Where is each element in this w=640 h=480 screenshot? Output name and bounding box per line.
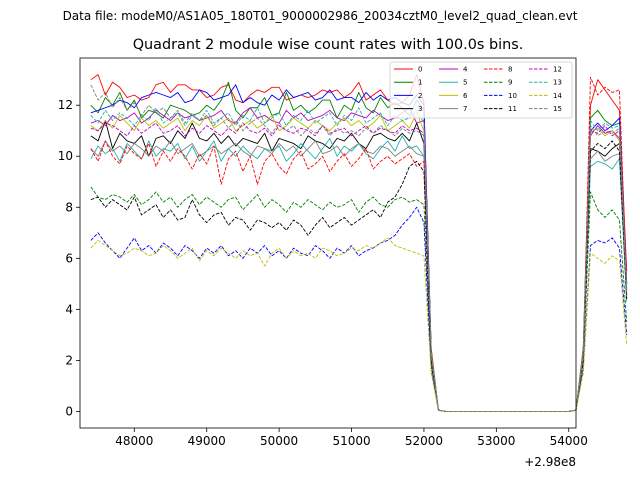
plot-lines [90, 74, 628, 412]
legend-label-12: 12 [553, 66, 562, 74]
y-tick-label: 4 [65, 302, 73, 316]
legend-box [389, 61, 573, 119]
y-tick-label: 6 [65, 251, 73, 265]
x-offset-label: +2.98e8 [524, 455, 576, 469]
y-tick-label: 10 [58, 149, 73, 163]
legend-label-1: 1 [418, 79, 422, 87]
legend-label-7: 7 [463, 105, 467, 113]
legend-label-15: 15 [553, 105, 562, 113]
legend-label-9: 9 [508, 79, 512, 87]
legend-label-13: 13 [553, 79, 562, 87]
legend-label-0: 0 [418, 66, 422, 74]
x-tick-label: 49000 [188, 434, 226, 448]
series-line-11 [90, 140, 628, 412]
legend-label-11: 11 [508, 105, 517, 113]
legend-label-6: 6 [463, 92, 468, 100]
chart-title: Quadrant 2 module wise count rates with … [133, 37, 524, 53]
axes-frame [79, 57, 577, 429]
y-tick-label: 8 [65, 200, 73, 214]
legend-label-8: 8 [508, 66, 512, 74]
x-tick-label: 53000 [477, 434, 515, 448]
x-tick-label: 54000 [550, 434, 588, 448]
legend-label-4: 4 [463, 66, 468, 74]
legend-label-10: 10 [508, 92, 517, 100]
legend-label-14: 14 [553, 92, 562, 100]
series-line-15 [90, 84, 628, 412]
y-tick-label: 2 [65, 353, 73, 367]
suptitle: Data file: modeM0/AS1A05_180T01_90000029… [63, 9, 578, 23]
y-tick-label: 12 [58, 98, 73, 112]
y-axis: 0 2 4 6 8 10 12 [58, 98, 80, 418]
legend-label-3: 3 [418, 105, 422, 113]
x-axis: 48000 49000 50000 51000 52000 53000 54000 [115, 428, 588, 448]
series-line-9 [90, 186, 628, 412]
x-tick-label: 52000 [405, 434, 443, 448]
legend-label-2: 2 [418, 92, 422, 100]
x-tick-label: 51000 [332, 434, 370, 448]
y-tick-label: 0 [65, 404, 73, 418]
x-tick-label: 48000 [115, 434, 153, 448]
legend-label-5: 5 [463, 79, 467, 87]
x-tick-label: 50000 [260, 434, 298, 448]
